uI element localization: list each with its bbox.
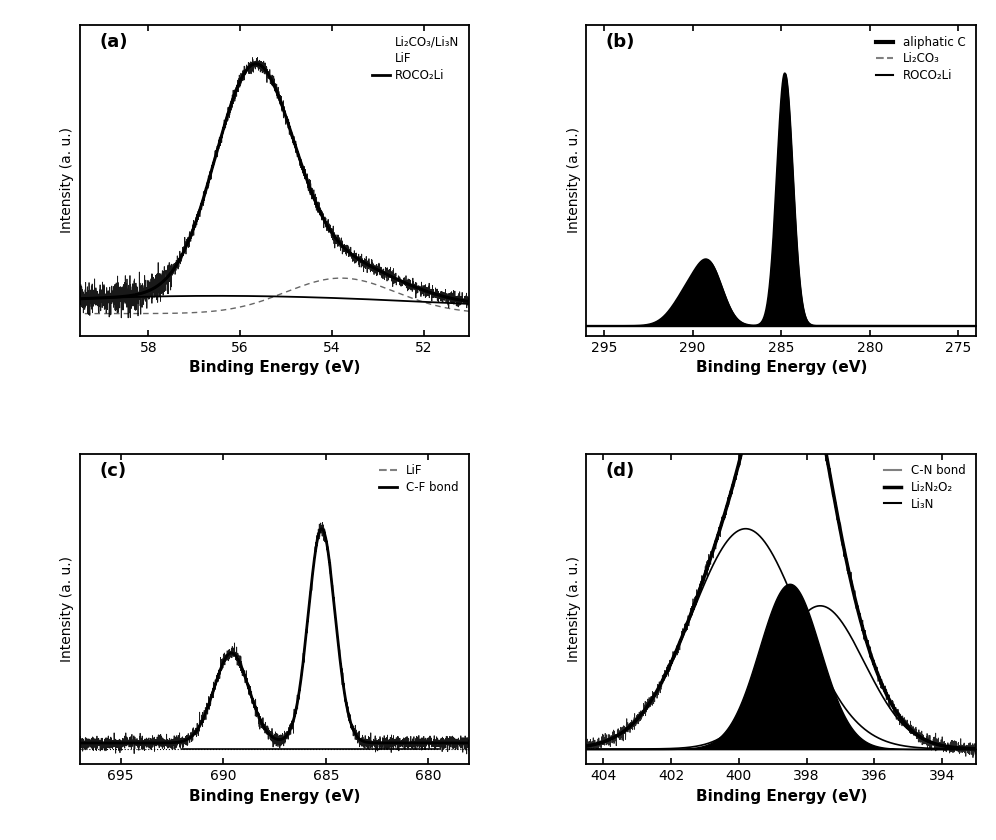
Y-axis label: Intensity (a. u.): Intensity (a. u.) — [567, 128, 581, 234]
Legend: LiF, C-F bond: LiF, C-F bond — [374, 459, 463, 499]
Y-axis label: Intensity (a. u.): Intensity (a. u.) — [567, 556, 581, 662]
X-axis label: Binding Energy (eV): Binding Energy (eV) — [695, 360, 867, 375]
Legend: C-N bond, Li₂N₂O₂, Li₃N: C-N bond, Li₂N₂O₂, Li₃N — [878, 459, 970, 515]
Text: (b): (b) — [606, 33, 635, 51]
X-axis label: Binding Energy (eV): Binding Energy (eV) — [189, 789, 361, 804]
Y-axis label: Intensity (a. u.): Intensity (a. u.) — [60, 128, 74, 234]
Legend: aliphatic C, Li₂CO₃, ROCO₂Li: aliphatic C, Li₂CO₃, ROCO₂Li — [871, 31, 970, 87]
Y-axis label: Intensity (a. u.): Intensity (a. u.) — [60, 556, 74, 662]
X-axis label: Binding Energy (eV): Binding Energy (eV) — [695, 789, 867, 804]
X-axis label: Binding Energy (eV): Binding Energy (eV) — [189, 360, 361, 375]
Text: (a): (a) — [100, 33, 127, 51]
Text: (d): (d) — [606, 461, 635, 480]
Legend: Li₂CO₃/Li₃N, LiF, ROCO₂Li: Li₂CO₃/Li₃N, LiF, ROCO₂Li — [368, 31, 463, 87]
Text: (c): (c) — [100, 461, 126, 480]
